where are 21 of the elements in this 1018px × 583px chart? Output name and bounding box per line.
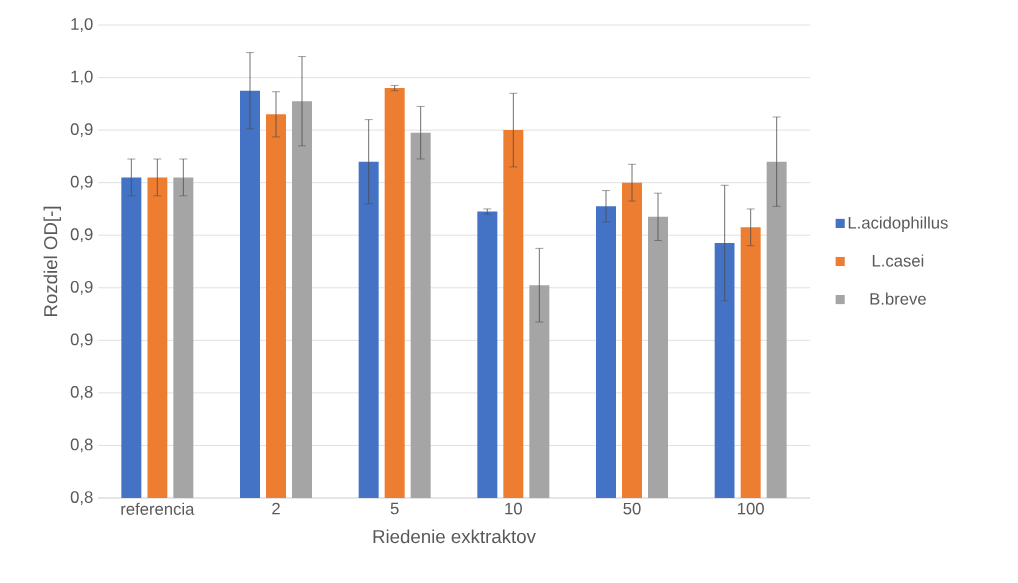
y-tick-label: 0,8 xyxy=(70,386,93,400)
y-tick-label: 0,9 xyxy=(70,333,93,348)
x-tick-label: 5 xyxy=(390,502,399,515)
x-axis-title: Riedenie exktraktov xyxy=(373,529,536,544)
y-tick-label: 0,9 xyxy=(70,228,93,243)
x-tick-label: referencia xyxy=(121,502,195,515)
x-tick-label: 50 xyxy=(623,502,641,515)
y-tick-label: 0,9 xyxy=(70,280,93,295)
y-tick-label: 1,0 xyxy=(71,70,93,85)
legend-label: L.casei xyxy=(872,254,924,267)
y-tick-label: 0,8 xyxy=(70,491,93,505)
legend-label: B.breve xyxy=(870,292,926,305)
y-tick-label: 0,9 xyxy=(70,123,93,137)
y-tick-label: 0,8 xyxy=(70,438,93,453)
legend-label: L.acidophillus xyxy=(848,216,948,232)
x-tick-label: 10 xyxy=(505,502,522,515)
y-axis-title: Rozdiel OD[-] xyxy=(43,206,61,316)
x-tick-label: 2 xyxy=(272,502,280,515)
y-tick-label: 0,9 xyxy=(70,175,93,190)
x-tick-label: 100 xyxy=(738,502,764,515)
y-tick-label: 1,0 xyxy=(71,18,93,32)
